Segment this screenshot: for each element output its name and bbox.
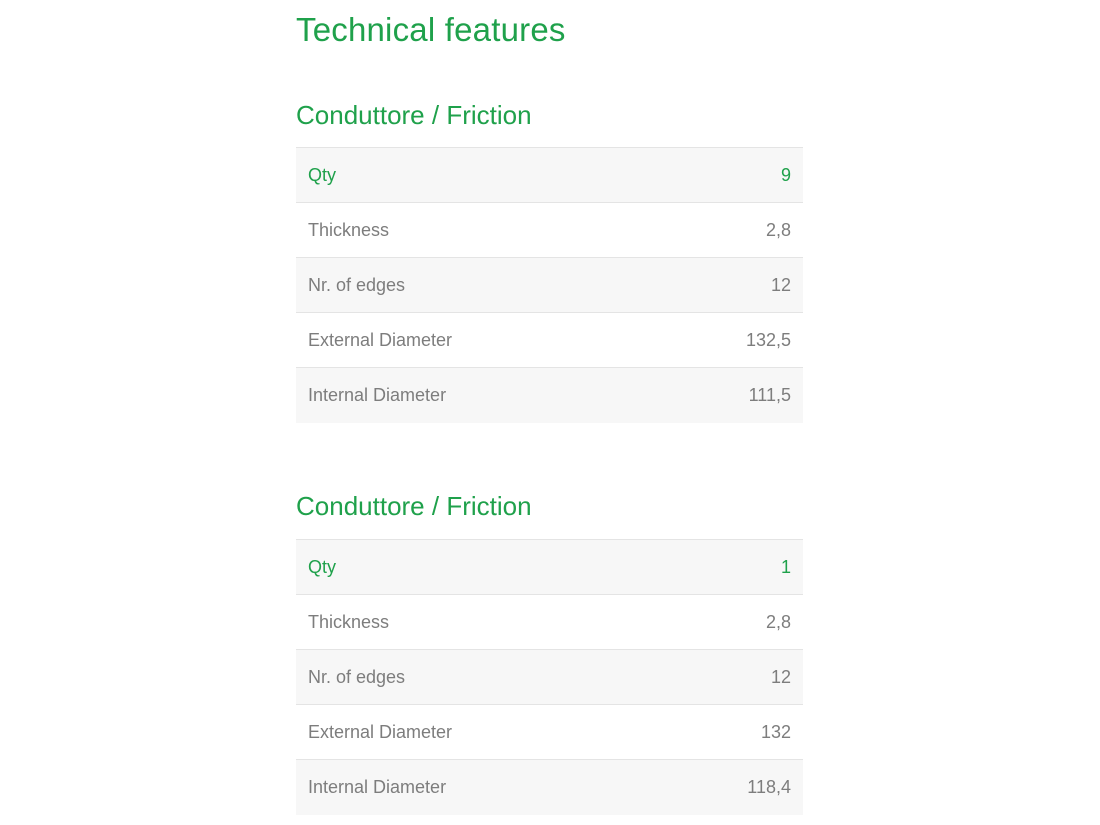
table-row-thickness: Thickness 2,8 [296,595,803,651]
spec-table: Qty 1 Thickness 2,8 Nr. of edges 12 Exte… [296,539,803,816]
table-row-nr-of-edges: Nr. of edges 12 [296,650,803,706]
row-label: Internal Diameter [308,777,447,798]
row-label: Qty [308,556,337,577]
spec-table: Qty 9 Thickness 2,8 Nr. of edges 12 Exte… [296,147,803,424]
row-label: Nr. of edges [308,274,406,295]
row-value: 9 [780,164,791,185]
table-row-qty: Qty 9 [296,148,803,204]
row-label: Qty [308,164,337,185]
table-row-internal-diameter: Internal Diameter 118,4 [296,760,803,816]
row-value: 2,8 [765,611,791,632]
table-row-internal-diameter: Internal Diameter 111,5 [296,368,803,424]
row-value: 12 [770,274,791,295]
row-label: Thickness [308,219,390,240]
row-value: 1 [780,556,791,577]
row-value: 2,8 [765,219,791,240]
row-label: External Diameter [308,721,453,742]
row-value: 132,5 [745,329,791,350]
table-row-qty: Qty 1 [296,540,803,596]
section-heading: Conduttore / Friction [296,99,532,130]
section-heading: Conduttore / Friction [296,491,532,522]
row-label: Internal Diameter [308,385,447,406]
row-label: Thickness [308,611,390,632]
spec-section-1: Conduttore / Friction Qty 9 Thickness 2,… [296,99,803,424]
row-value: 12 [770,666,791,687]
page: Technical features Conduttore / Friction… [296,0,803,816]
table-row-nr-of-edges: Nr. of edges 12 [296,258,803,314]
row-label: External Diameter [308,329,453,350]
page-title: Technical features [296,11,566,48]
row-value: 111,5 [748,385,791,406]
table-row-external-diameter: External Diameter 132 [296,705,803,761]
table-row-thickness: Thickness 2,8 [296,203,803,259]
spec-section-2: Conduttore / Friction Qty 1 Thickness 2,… [296,490,803,816]
row-value: 118,4 [747,777,791,798]
row-value: 132 [760,721,791,742]
row-label: Nr. of edges [308,666,406,687]
table-row-external-diameter: External Diameter 132,5 [296,313,803,369]
